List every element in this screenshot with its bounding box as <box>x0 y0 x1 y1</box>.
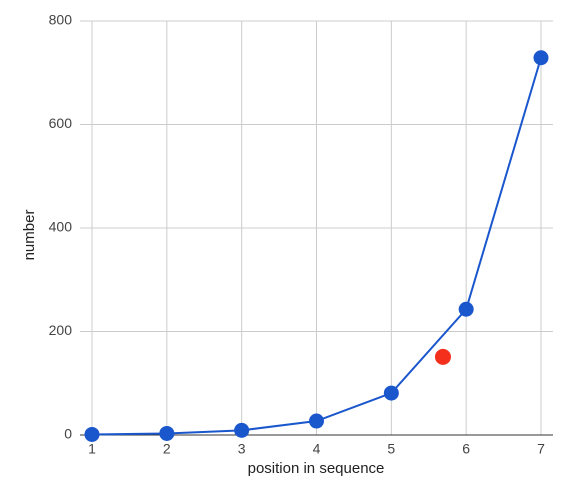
x-axis-label: position in sequence <box>248 460 385 477</box>
y-tick-label: 0 <box>64 426 72 442</box>
y-tick-label: 800 <box>49 12 73 28</box>
y-axis-label: number <box>21 210 38 261</box>
highlight-point <box>434 348 451 365</box>
point <box>159 425 175 441</box>
x-tick-label: 7 <box>537 441 545 457</box>
point <box>383 385 399 401</box>
x-tick-label: 5 <box>387 441 395 457</box>
y-tick-label: 400 <box>49 219 73 235</box>
point <box>234 422 250 438</box>
x-tick-label: 4 <box>313 441 321 457</box>
point <box>533 50 549 66</box>
x-tick-label: 1 <box>88 441 96 457</box>
point <box>309 413 324 429</box>
point <box>458 301 474 317</box>
y-tick-label: 600 <box>49 115 73 131</box>
x-tick-label: 6 <box>462 441 470 457</box>
x-tick-label: 2 <box>163 441 171 457</box>
x-tick-label: 3 <box>238 441 246 457</box>
y-tick-label: 200 <box>49 322 73 338</box>
point <box>84 426 100 442</box>
